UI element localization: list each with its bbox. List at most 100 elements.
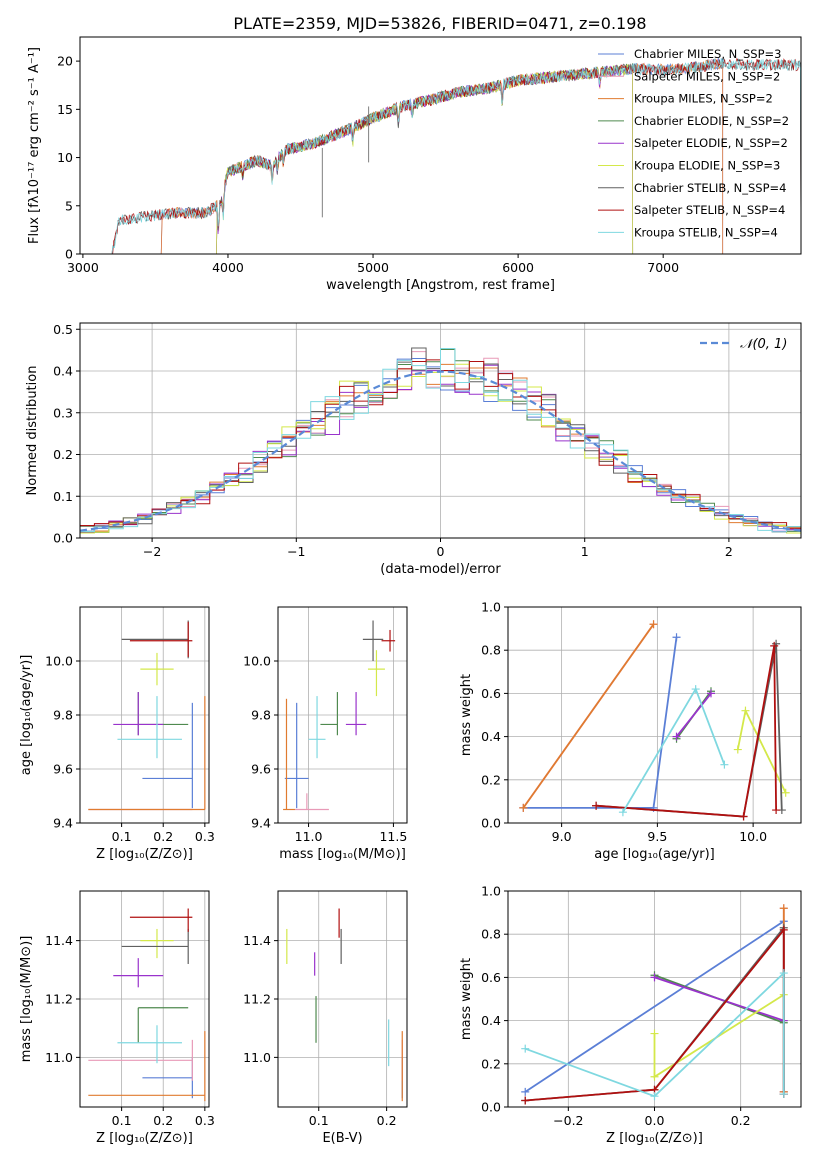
y-tick-label: 0.0 <box>481 816 501 831</box>
data-point-marker <box>649 620 658 629</box>
x-axis-label: Z [log₁₀(Z/Z⊙)] <box>606 1131 703 1146</box>
x-tick-label: 3000 <box>67 260 99 275</box>
y-tick-label: 11.4 <box>45 933 73 948</box>
y-tick-label: 10.0 <box>45 654 73 669</box>
massweight_vs_age-axes: 9.0 9.5 10.0 0.0 0.2 0.4 0.6 0.8 1.0 age [log₁₀(a… <box>459 600 802 862</box>
x-tick-label: −2 <box>143 544 161 559</box>
y-tick-label: 0.6 <box>481 686 501 701</box>
y-tick-label: 15 <box>57 102 73 117</box>
legend-entry: 𝒩(0, 1) <box>740 337 787 352</box>
histogram-kroupa-stelib <box>80 347 801 533</box>
y-axis-label: Normed distribution <box>25 366 40 496</box>
data-point-marker <box>521 1096 530 1105</box>
x-tick-label: 0.0 <box>645 1113 665 1128</box>
x-tick-label: 7000 <box>647 260 679 275</box>
y-tick-label: 0.4 <box>481 1013 501 1028</box>
data-point-marker <box>772 806 781 815</box>
y-tick-label: 5 <box>65 198 73 213</box>
x-axis-label: E(B-V) <box>322 1131 362 1146</box>
data-point-marker <box>779 904 788 913</box>
y-tick-label: 9.4 <box>53 816 73 831</box>
x-tick-label: 1 <box>581 544 589 559</box>
spectrum-axes: 3000 4000 5000 6000 7000 0 5 10 15 20 wavelength [… <box>27 36 802 293</box>
x-axis-label: mass [log₁₀(M/M⊙)] <box>279 847 406 862</box>
y-tick-label: 11.2 <box>45 992 73 1007</box>
y-tick-label: 11.0 <box>243 1050 271 1065</box>
data-point-marker <box>521 1087 530 1096</box>
legend-entry: Chabrier ELODIE, N_SSP=2 <box>634 114 789 128</box>
legend-entry: Kroupa ELODIE, N_SSP=3 <box>634 159 780 173</box>
data-point-marker <box>741 706 750 715</box>
legend-entry: Kroupa MILES, N_SSP=2 <box>634 92 773 106</box>
data-point-marker <box>781 788 790 797</box>
data-point-marker <box>650 1072 659 1081</box>
series-chabrier-miles <box>523 637 678 809</box>
residuals-frame <box>79 322 802 539</box>
chart-title: PLATE=2359, MJD=53826, FIBERID=0471, z=0… <box>233 14 646 33</box>
y-tick-label: 0.8 <box>481 927 501 942</box>
x-tick-label: 11.5 <box>379 829 407 844</box>
spectrum-series-kroupa-stelib <box>111 58 801 254</box>
series-salpeter-elodie <box>654 976 785 1022</box>
data-point-marker <box>650 1092 659 1101</box>
age_vs_mass-frame <box>277 606 408 824</box>
series-salpeter-stelib <box>596 645 777 818</box>
y-axis-label: mass weight <box>459 958 474 1040</box>
mass_vs_ebv-frame <box>277 890 408 1108</box>
data-point-marker <box>706 689 715 698</box>
x-tick-label: 0.3 <box>195 1113 215 1128</box>
y-tick-label: 11.2 <box>243 992 271 1007</box>
x-axis-label: age [log₁₀(age/yr)] <box>594 847 715 862</box>
age_vs_Z-plot-area <box>88 620 206 811</box>
massweight_vs_Z-axes: −0.2 0.0 0.2 0.0 0.2 0.4 0.6 0.8 1.0 Z [log₁₀(Z/Z… <box>459 884 802 1146</box>
y-tick-label: 9.8 <box>53 708 73 723</box>
spectrum-frame <box>79 36 802 255</box>
data-point-marker <box>521 1044 530 1053</box>
y-axis-label: age [log₁₀(age/yr)] <box>19 655 34 776</box>
data-point-marker <box>519 803 528 812</box>
y-tick-label: 0.3 <box>53 405 73 420</box>
y-tick-label: 0.2 <box>481 772 501 787</box>
series-chabrier-stelib <box>596 643 783 818</box>
residuals-plot-area <box>80 347 801 534</box>
y-tick-label: 0.0 <box>481 1100 501 1115</box>
age_vs_mass-axes: 11.0 11.5 9.4 9.6 9.8 10.0 mass [log₁₀(M/M⊙)] <box>243 606 408 862</box>
x-tick-label: 0.1 <box>112 1113 132 1128</box>
y-tick-label: 11.0 <box>45 1050 73 1065</box>
data-point-marker <box>672 633 681 642</box>
normal-curve <box>80 370 801 532</box>
mass_vs_Z-plot-area <box>88 908 206 1102</box>
x-tick-label: 0 <box>437 544 445 559</box>
x-tick-label: 0.2 <box>377 1113 397 1128</box>
x-tick-label: 6000 <box>502 260 534 275</box>
series-kroupa-stelib <box>524 971 785 1098</box>
x-tick-label: −0.2 <box>553 1113 583 1128</box>
x-tick-label: 4000 <box>212 260 244 275</box>
massweight_vs_Z-frame <box>507 890 802 1108</box>
x-axis-label: Z [log₁₀(Z/Z⊙)] <box>96 1131 193 1146</box>
x-tick-label: 0.1 <box>112 829 132 844</box>
data-point-marker <box>650 973 659 982</box>
x-axis-label: Z [log₁₀(Z/Z⊙)] <box>96 847 193 862</box>
y-tick-label: 9.4 <box>251 816 271 831</box>
y-tick-label: 10.0 <box>243 654 271 669</box>
series-kroupa-miles <box>522 623 655 809</box>
data-point-marker <box>672 732 681 741</box>
x-tick-label: 0.3 <box>195 829 215 844</box>
x-tick-label: 11.0 <box>295 829 323 844</box>
y-tick-label: 0.2 <box>481 1056 501 1071</box>
x-tick-label: 5000 <box>357 260 389 275</box>
y-tick-label: 0.0 <box>53 531 73 546</box>
y-tick-label: 11.4 <box>243 933 271 948</box>
legend-entry: Chabrier STELIB, N_SSP=4 <box>634 181 786 195</box>
legend-entry: Salpeter STELIB, N_SSP=4 <box>634 203 785 217</box>
y-tick-label: 0 <box>65 247 73 262</box>
x-tick-label: 0.1 <box>309 1113 329 1128</box>
spectrum-series-chabrier-stelib <box>111 58 801 254</box>
data-point-marker <box>739 812 748 821</box>
x-tick-label: 0.2 <box>153 1113 173 1128</box>
data-point-marker <box>691 685 700 694</box>
massweight_vs_age-frame <box>507 606 802 824</box>
x-tick-label: 9.0 <box>552 829 572 844</box>
